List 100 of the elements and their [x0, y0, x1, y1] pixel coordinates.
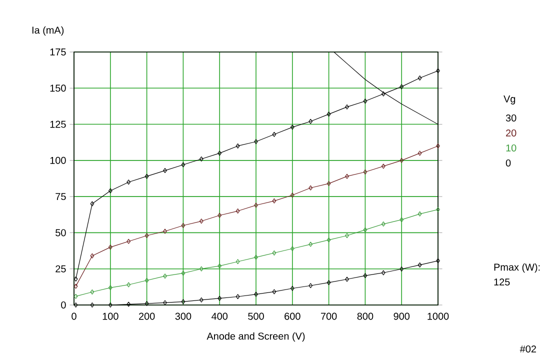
point	[400, 84, 404, 90]
point	[381, 270, 386, 276]
point	[254, 254, 258, 260]
point	[272, 132, 276, 137]
point	[418, 150, 422, 156]
point	[144, 301, 149, 306]
point	[418, 76, 422, 81]
text: 125	[494, 278, 510, 286]
point	[308, 118, 313, 124]
point	[254, 292, 258, 297]
x-tick-label: 700	[321, 312, 337, 320]
point	[218, 212, 222, 218]
x-tick-label: 1000	[428, 312, 449, 320]
point	[163, 228, 167, 234]
point	[126, 302, 131, 307]
point	[345, 174, 349, 179]
point	[381, 164, 386, 169]
text: 0	[506, 159, 511, 167]
point	[126, 180, 131, 185]
x-tick-label: 300	[175, 312, 192, 320]
point	[326, 112, 331, 117]
point	[308, 283, 313, 288]
point	[163, 274, 167, 279]
point	[326, 181, 331, 186]
y-tick-label: 150	[50, 84, 66, 92]
y-tick-label: 100	[50, 156, 66, 164]
point	[345, 276, 349, 282]
y-tick-label: 125	[50, 120, 66, 128]
point	[290, 286, 294, 291]
point	[326, 237, 331, 242]
x-tick-label: 200	[138, 312, 155, 320]
text: Pmax (W):	[494, 263, 540, 273]
point	[199, 218, 204, 224]
point	[254, 139, 258, 144]
point	[218, 263, 222, 268]
point	[308, 185, 313, 190]
point	[163, 300, 167, 306]
x-tick-label: 800	[357, 312, 374, 320]
point	[108, 285, 112, 290]
point	[290, 246, 294, 252]
point	[363, 273, 368, 278]
point	[308, 242, 313, 247]
point	[363, 227, 368, 232]
y-tick-label: 25	[56, 265, 66, 272]
point	[236, 143, 240, 148]
point	[181, 222, 186, 228]
point	[163, 168, 167, 174]
point	[345, 104, 349, 110]
text: #02	[520, 345, 536, 353]
text: 10	[506, 144, 516, 152]
point	[126, 282, 131, 288]
point	[218, 150, 222, 156]
point	[181, 162, 186, 168]
x-tick-label: 100	[102, 312, 118, 320]
y-tick-label: 0	[61, 301, 66, 309]
point	[90, 201, 94, 206]
point	[290, 124, 294, 130]
y-tick-label: 75	[56, 193, 66, 200]
point	[236, 208, 240, 214]
y-tick-label: 175	[50, 48, 66, 56]
y-tick-label: 50	[56, 229, 66, 236]
point	[90, 302, 94, 308]
point	[272, 198, 276, 204]
point	[254, 202, 258, 208]
point	[144, 174, 149, 179]
point	[290, 192, 294, 198]
point	[400, 217, 404, 222]
point	[144, 233, 149, 238]
point	[199, 266, 204, 272]
x-axis-title: Anode and Screen (V)	[206, 332, 305, 342]
legend-title: Vg	[504, 96, 516, 104]
point	[218, 296, 222, 301]
x-tick-label: 0	[72, 312, 76, 320]
x-tick-label: 400	[212, 312, 228, 320]
point	[181, 299, 186, 304]
x-tick-label: 500	[248, 312, 264, 320]
point	[400, 158, 404, 163]
point	[363, 170, 368, 174]
point	[345, 233, 349, 238]
point	[363, 98, 368, 104]
point	[418, 262, 422, 268]
y-axis-title: Ia (mA)	[32, 26, 64, 36]
point	[400, 266, 404, 272]
point	[381, 222, 386, 227]
point	[108, 188, 112, 194]
text: 30	[506, 114, 516, 122]
point	[181, 270, 186, 276]
point	[381, 91, 386, 96]
point	[418, 211, 422, 216]
x-tick-label: 900	[394, 312, 410, 320]
point	[236, 259, 240, 264]
point	[326, 280, 331, 286]
text: 20	[506, 129, 516, 137]
point	[272, 289, 276, 294]
point	[90, 289, 94, 294]
point	[108, 244, 112, 250]
point	[199, 156, 204, 162]
point	[272, 250, 276, 256]
x-tick-label: 600	[284, 312, 300, 320]
point	[108, 302, 112, 308]
